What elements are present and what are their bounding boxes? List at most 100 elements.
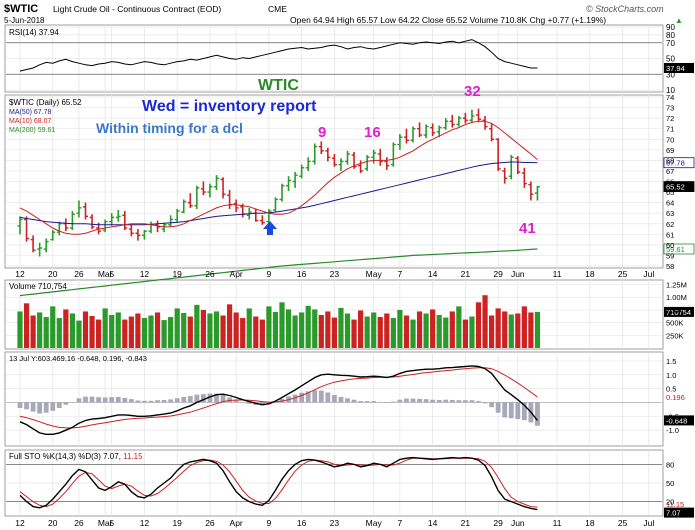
value-tag — [664, 392, 694, 403]
y-tick-label: 50 — [666, 479, 674, 488]
volume-bar-down — [482, 295, 488, 348]
macd-histogram-bar — [364, 401, 370, 403]
volume-bar-down — [122, 319, 128, 348]
x-tick-label-bottom: 26 — [205, 518, 215, 528]
macd-histogram-bar — [443, 399, 449, 403]
volume-bar-down — [449, 311, 455, 348]
macd-histogram-bar — [384, 402, 390, 403]
volume-bar-down — [200, 309, 206, 348]
x-tick-label: 29 — [493, 269, 503, 279]
rsi-legend: RSI(14) 37.94 — [9, 28, 59, 37]
y-tick-label: 750K — [666, 306, 684, 315]
grid-lines — [6, 25, 662, 516]
volume-bar-down — [96, 319, 102, 348]
volume-bar-up — [76, 320, 82, 348]
volume-bar-down — [358, 310, 364, 348]
x-tick-label: 7 — [398, 269, 403, 279]
y-tick-label: -1.0 — [666, 426, 679, 435]
macd-histogram-bar — [128, 399, 134, 403]
x-tick-label: 12 — [15, 269, 25, 279]
volume-bar-down — [154, 312, 161, 348]
volume-bar-up — [148, 315, 154, 348]
volume-bar-down — [89, 316, 95, 348]
ma50-legend: MA(50) 67.78 — [9, 109, 52, 116]
volume-bar-down — [23, 303, 30, 348]
macd-histogram-bar — [135, 400, 141, 403]
x-tick-label-bottom: Jul — [643, 518, 654, 528]
macd-histogram-bar — [495, 402, 501, 413]
macd-histogram-bar — [102, 397, 108, 403]
y-tick-label: 59 — [666, 251, 674, 260]
macd-histogram-bar — [436, 399, 442, 403]
volume-bar-down — [430, 309, 436, 348]
price-plot: 67.78 65.52 59.61 — [17, 108, 695, 297]
y-tick-label: 20 — [666, 498, 674, 507]
macd-histogram-bar — [397, 399, 403, 403]
macd-histogram-bar — [502, 402, 508, 418]
x-tick-label-bottom: May — [366, 518, 383, 528]
y-tick-label: 69 — [666, 146, 674, 155]
x-tick-label-bottom: 12 — [15, 518, 25, 528]
y-tick-label: 50 — [666, 55, 675, 64]
volume-bar-up — [56, 318, 62, 348]
x-tick-label: 5 — [109, 269, 114, 279]
y-tick-label: 1.0 — [666, 371, 676, 380]
x-tick-label: 26 — [74, 269, 84, 279]
volume-bar-up — [390, 318, 396, 348]
volume-bar-up — [246, 308, 252, 348]
y-tick-label: 80 — [666, 31, 675, 40]
value-tag-label: 7.07 — [666, 509, 681, 518]
volume-bar-down — [227, 304, 233, 348]
value-tag-label: 710754 — [666, 308, 691, 317]
x-tick-label-bottom: 29 — [493, 518, 503, 528]
y-tick-label: 0.5 — [666, 385, 676, 394]
sto-k-line — [19, 456, 538, 511]
volume-bar-down — [331, 317, 337, 348]
macd-histogram-bar — [220, 394, 226, 403]
up-arrow-icon — [263, 221, 277, 235]
macd-histogram-bar — [377, 401, 383, 403]
x-tick-label-bottom: Apr — [230, 518, 243, 528]
value-tag-label: 11.15 — [666, 500, 684, 509]
macd-histogram-bar — [174, 398, 180, 403]
macd-histogram-bar — [161, 399, 167, 403]
macd-histogram-bar — [181, 396, 187, 403]
macd-histogram-bar — [358, 401, 363, 403]
macd-histogram-bar — [482, 402, 488, 404]
macd-histogram-bar — [17, 402, 23, 408]
macd-histogram-bar — [37, 402, 43, 414]
macd-histogram-bar — [30, 402, 36, 412]
x-tick-label: 11 — [553, 269, 562, 279]
y-tick-label: 60 — [666, 241, 674, 250]
volume-bar-down — [187, 316, 193, 348]
macd-histogram-bar — [56, 402, 62, 408]
x-tick-label-bottom: 18 — [585, 518, 595, 528]
volume-bar-down — [240, 318, 246, 348]
volume-bar-down — [384, 313, 390, 348]
price-tag-label: 65.52 — [666, 183, 685, 192]
macd-histogram-bar — [371, 401, 377, 403]
volume-bar-up — [469, 316, 475, 348]
value-tag-label: 37.94 — [666, 64, 685, 73]
x-tick-label: 26 — [205, 269, 215, 279]
x-tick-label: 18 — [585, 269, 595, 279]
x-tick-label-bottom: 5 — [109, 518, 114, 528]
volume-bar-up — [266, 306, 272, 348]
macd-histogram-bar — [489, 402, 494, 408]
price-tag — [663, 243, 695, 255]
y-tick-label: 61 — [666, 230, 674, 239]
header-date: 5-Jun-2018 — [4, 16, 45, 25]
x-tick-label: Apr — [230, 269, 243, 279]
macd-histogram-bar — [83, 396, 88, 403]
macd-histogram-bar — [318, 390, 324, 403]
x-tick-label: 19 — [172, 269, 182, 279]
macd-histogram-bar — [456, 400, 462, 403]
volume-bar-up — [299, 312, 305, 348]
volume-bar-up — [194, 304, 200, 348]
x-tick-label: 25 — [618, 269, 628, 279]
macd-histogram-bar — [148, 400, 154, 403]
macd-histogram-bar — [233, 399, 239, 403]
rsi-line — [19, 39, 538, 72]
stochastic-legend: Full STO %K(14,3) %D(3) 7.07, 11.15 — [9, 452, 143, 461]
